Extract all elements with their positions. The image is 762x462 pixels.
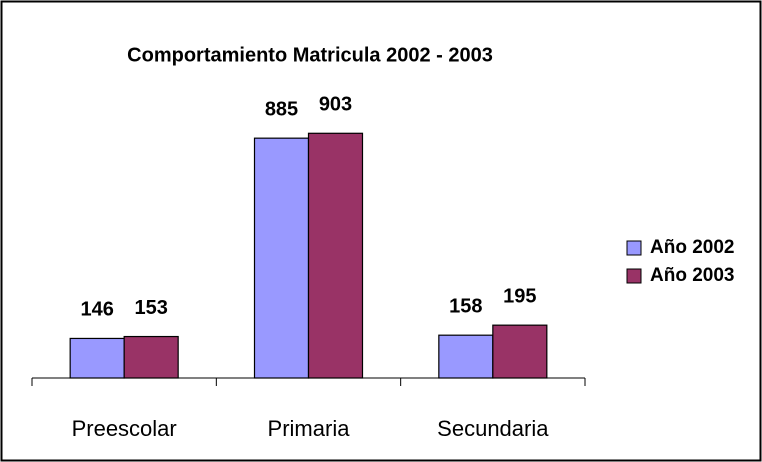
x-tick-label: Secundaria — [437, 416, 549, 441]
bar — [123, 335, 179, 379]
bar — [438, 334, 494, 379]
bar — [307, 132, 364, 379]
x-tick-label: Preescolar — [72, 416, 177, 441]
data-label: 158 — [449, 295, 482, 317]
x-tick-label: Primaria — [268, 416, 351, 441]
legend-label: Año 2002 — [650, 237, 734, 258]
legend-swatch — [626, 268, 642, 284]
bar — [69, 337, 125, 379]
bar — [253, 137, 310, 379]
data-label: 903 — [319, 94, 352, 116]
legend-label: Año 2003 — [650, 265, 734, 286]
data-label: 153 — [134, 297, 167, 319]
data-label: 885 — [265, 98, 298, 120]
legend-swatch — [626, 240, 642, 256]
chart-title: Comportamiento Matricula 2002 - 2003 — [127, 44, 493, 66]
data-label: 146 — [80, 299, 113, 321]
data-label: 195 — [503, 285, 536, 307]
bar — [492, 324, 548, 379]
